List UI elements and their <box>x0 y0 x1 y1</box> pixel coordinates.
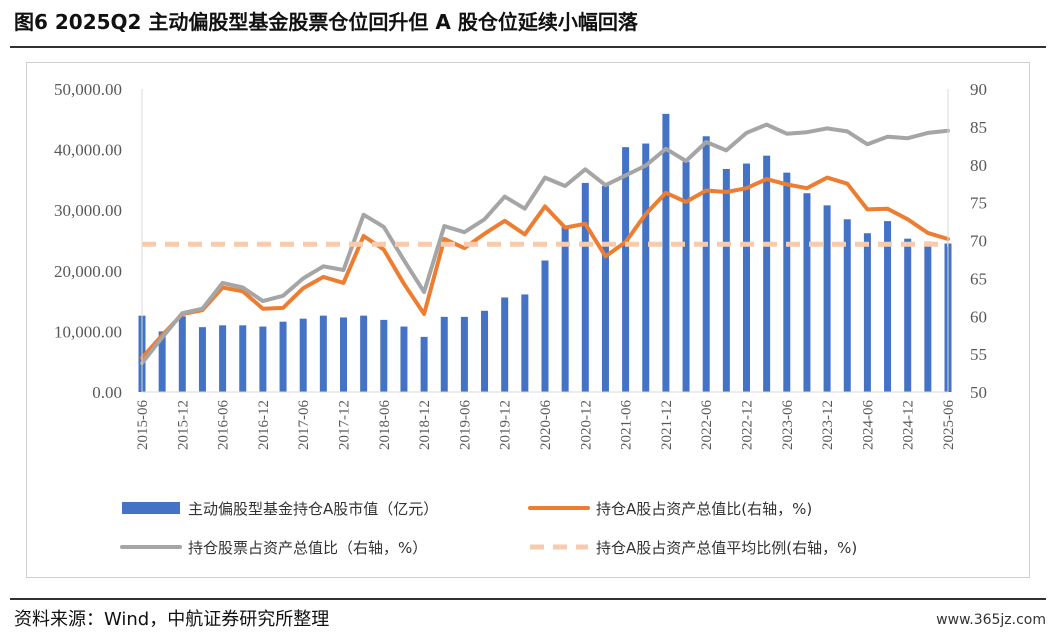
footer-rule <box>10 598 1046 600</box>
x-tick-label: 2017-12 <box>337 400 353 450</box>
bar <box>319 315 327 392</box>
x-tick-label: 2023-06 <box>780 400 796 450</box>
bar <box>561 225 569 392</box>
title-rule <box>10 46 1046 48</box>
bar <box>219 325 227 392</box>
bar <box>924 241 932 392</box>
bar <box>823 205 831 392</box>
chart-frame <box>26 62 1030 578</box>
bar <box>722 168 730 392</box>
y-right-tick-label: 50 <box>970 383 987 402</box>
bar <box>158 331 166 392</box>
x-tick-label: 2024-12 <box>901 400 917 450</box>
bar <box>198 327 206 392</box>
axes: 0.00 10,000.00 20,000.00 30,000.00 40,000.00… <box>54 80 987 450</box>
x-tick-label: 2020-12 <box>578 400 594 450</box>
x-tick-label: 2021-06 <box>619 400 635 450</box>
y-left-tick-label: 10,000.00 <box>54 322 122 341</box>
x-tick-label: 2015-12 <box>175 400 191 450</box>
y-right-tick-label: 60 <box>970 307 987 326</box>
bar <box>783 172 791 392</box>
legend-label: 持仓A股占资产总值比(右轴，%) <box>596 500 812 518</box>
series-line <box>140 122 950 366</box>
bar <box>622 147 630 392</box>
x-tick-label: 2016-06 <box>216 400 232 450</box>
y-right-tick-label: 85 <box>970 118 987 137</box>
x-tick-label: 2017-06 <box>296 400 312 450</box>
bar <box>702 136 710 392</box>
bar <box>581 182 589 392</box>
x-tick-label: 2018-06 <box>377 400 393 450</box>
bar <box>743 163 750 392</box>
x-tick-label: 2019-12 <box>498 400 514 450</box>
series-line <box>140 175 950 360</box>
bar <box>380 319 388 392</box>
source-note: 资料来源：Wind，中航证券研究所整理 <box>14 609 330 630</box>
y-right-tick-label: 75 <box>970 194 987 213</box>
bar <box>460 316 468 392</box>
bar <box>299 318 307 392</box>
x-tick-label: 2015-06 <box>135 400 151 450</box>
x-tick-label: 2022-12 <box>740 400 756 450</box>
y-right-tick-label: 90 <box>970 80 987 99</box>
bar <box>843 219 851 392</box>
bar <box>682 161 690 392</box>
x-tick-label: 2016-12 <box>256 400 272 450</box>
bar <box>360 315 368 392</box>
bar <box>521 294 529 392</box>
bar <box>662 113 670 392</box>
legend-label: 持仓A股占资产总值平均比例(右轴，%) <box>596 539 857 557</box>
bar <box>178 316 186 392</box>
bar <box>481 310 489 392</box>
bar <box>863 233 871 392</box>
bar <box>884 221 892 392</box>
bar <box>440 316 448 392</box>
bar <box>763 155 771 392</box>
x-tick-label: 2025-06 <box>941 400 957 450</box>
bar <box>400 326 408 392</box>
x-tick-label: 2020-06 <box>538 400 554 450</box>
bar <box>259 326 267 392</box>
legend-swatch-bar <box>122 502 180 514</box>
y-left-tick-label: 0.00 <box>92 383 122 402</box>
bar <box>642 143 650 392</box>
x-tick-label: 2021-12 <box>659 400 675 450</box>
y-right-tick-label: 55 <box>970 345 987 364</box>
bar <box>601 185 609 392</box>
y-left-tick-label: 30,000.00 <box>54 201 122 220</box>
legend: 主动偏股型基金持仓A股市值（亿元） 持仓A股占资产总值比(右轴，%) 持仓股票占资产… <box>120 500 857 557</box>
watermark: www.365jz.com <box>936 612 1046 628</box>
bar <box>904 238 912 392</box>
x-tick-label: 2018-12 <box>417 400 433 450</box>
bar <box>541 260 549 392</box>
chart-title: 图6 2025Q2 主动偏股型基金股票仓位回升但 A 股仓位延续小幅回落 <box>14 10 638 34</box>
y-right-tick-label: 70 <box>970 232 987 251</box>
bar <box>340 317 347 392</box>
x-tick-label: 2019-06 <box>457 400 473 450</box>
y-right-tick-label: 80 <box>970 156 987 175</box>
line-series <box>140 122 950 366</box>
legend-label: 主动偏股型基金持仓A股市值（亿元） <box>188 500 438 518</box>
bar <box>803 193 811 392</box>
legend-label: 持仓股票占资产总值比（右轴，%） <box>188 539 427 557</box>
x-tick-label: 2022-06 <box>699 400 715 450</box>
bar <box>239 325 247 392</box>
y-left-tick-label: 40,000.00 <box>54 141 122 160</box>
x-tick-label: 2023-12 <box>820 400 836 450</box>
bar <box>501 297 509 392</box>
y-left-tick-label: 50,000.00 <box>54 80 122 99</box>
x-tick-label: 2024-06 <box>860 400 876 450</box>
bar <box>420 336 428 392</box>
bar-series <box>138 113 952 392</box>
bar <box>279 321 287 392</box>
y-left-tick-label: 20,000.00 <box>54 262 122 281</box>
y-right-tick-label: 65 <box>970 269 987 288</box>
